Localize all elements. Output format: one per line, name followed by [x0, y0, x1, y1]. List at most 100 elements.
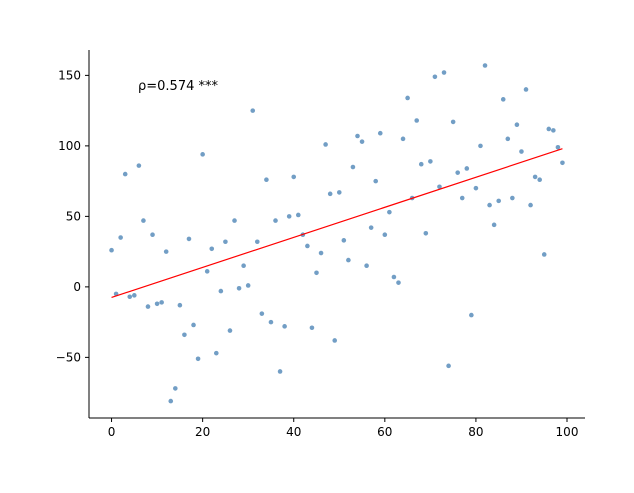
- data-point: [377, 130, 383, 136]
- data-point: [441, 70, 447, 75]
- data-point: [309, 325, 315, 331]
- data-point: [428, 159, 433, 164]
- data-point: [305, 243, 310, 249]
- data-point: [528, 202, 533, 208]
- x-axis-ticks: 0 20 40 60 80 100: [108, 418, 578, 439]
- data-point: [510, 195, 515, 201]
- data-point: [264, 177, 269, 183]
- data-point: [532, 174, 538, 180]
- data-point: [173, 386, 178, 391]
- x-tick-label: 20: [195, 425, 210, 439]
- data-point: [204, 269, 210, 274]
- data-point: [127, 294, 133, 300]
- data-point: [368, 225, 374, 230]
- data-point: [387, 209, 392, 215]
- data-point: [473, 185, 479, 191]
- data-point: [182, 332, 187, 338]
- data-point: [154, 301, 160, 307]
- data-point: [250, 108, 256, 113]
- data-point: [273, 218, 278, 223]
- x-tick-label: 40: [286, 425, 301, 439]
- data-point: [186, 236, 192, 242]
- data-point: [132, 293, 137, 298]
- data-point: [346, 257, 351, 263]
- data-point: [496, 198, 501, 204]
- data-point: [286, 214, 292, 219]
- data-point: [464, 166, 470, 171]
- data-point: [268, 319, 274, 325]
- data-point: [400, 136, 406, 142]
- data-point: [355, 133, 360, 139]
- data-point: [209, 246, 215, 252]
- data-point: [236, 285, 242, 291]
- data-point: [450, 119, 456, 125]
- data-point: [505, 136, 511, 142]
- data-point: [332, 338, 338, 343]
- data-point: [195, 356, 201, 362]
- data-point: [227, 328, 233, 333]
- data-point: [482, 63, 488, 68]
- scatter-points: [109, 63, 565, 404]
- data-point: [277, 369, 283, 374]
- data-point: [414, 118, 420, 123]
- data-point: [446, 363, 451, 369]
- data-point: [478, 143, 483, 149]
- data-point: [455, 170, 461, 175]
- data-point: [551, 128, 556, 133]
- data-point: [437, 184, 442, 190]
- data-point: [373, 178, 379, 184]
- x-tick-label: 80: [468, 425, 483, 439]
- data-point: [259, 311, 265, 316]
- data-point: [336, 190, 342, 195]
- data-point: [291, 174, 297, 180]
- x-tick-label: 60: [377, 425, 392, 439]
- y-tick-label: 0: [73, 280, 81, 294]
- data-point: [350, 164, 356, 170]
- data-point: [232, 218, 237, 223]
- data-point: [423, 231, 429, 236]
- data-point: [218, 288, 224, 294]
- y-tick-label: 50: [66, 209, 81, 223]
- data-point: [359, 139, 365, 144]
- data-point: [254, 239, 260, 245]
- data-point: [223, 239, 228, 245]
- data-point: [555, 144, 561, 150]
- data-point: [145, 304, 151, 309]
- data-point: [523, 87, 529, 92]
- y-tick-label: 150: [58, 68, 81, 82]
- data-point: [163, 249, 169, 254]
- data-point: [150, 232, 155, 237]
- data-point: [136, 163, 142, 168]
- data-point: [487, 202, 492, 208]
- data-point: [118, 235, 123, 240]
- data-point: [364, 263, 369, 269]
- data-point: [282, 324, 287, 329]
- data-point: [318, 250, 324, 256]
- data-point: [314, 270, 319, 276]
- data-point: [214, 350, 219, 356]
- data-point: [405, 95, 410, 101]
- data-point: [327, 191, 333, 197]
- data-point: [418, 161, 424, 167]
- data-point: [391, 274, 397, 280]
- data-point: [159, 300, 164, 305]
- y-axis-ticks: −50 0 50 100 150: [56, 68, 89, 364]
- data-point: [323, 142, 328, 147]
- data-point: [519, 149, 524, 154]
- data-point: [241, 263, 246, 269]
- data-point: [546, 126, 552, 132]
- y-tick-label: −50: [56, 350, 81, 364]
- data-point: [537, 177, 542, 183]
- data-point: [122, 171, 128, 177]
- data-point: [200, 152, 205, 157]
- data-point: [500, 97, 506, 102]
- data-point: [341, 238, 347, 243]
- data-point: [382, 232, 388, 237]
- data-point: [469, 312, 474, 318]
- data-point: [491, 222, 497, 228]
- data-point: [141, 218, 146, 223]
- data-point: [396, 280, 401, 285]
- data-point: [560, 160, 565, 166]
- data-point: [295, 212, 301, 218]
